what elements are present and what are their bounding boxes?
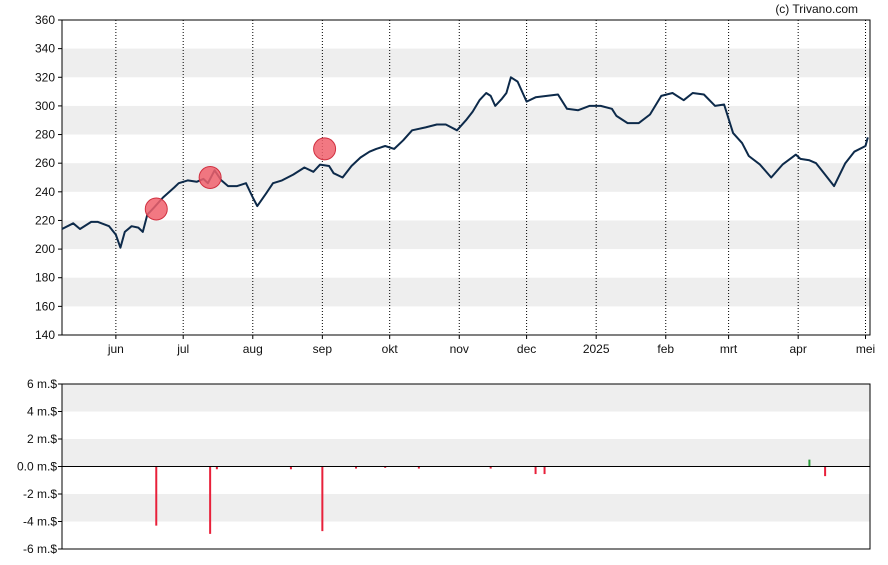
- y-tick-label: 220: [35, 213, 55, 227]
- x-tick-label: nov: [450, 342, 469, 356]
- volume-tick-label: 6 m.$: [27, 377, 57, 391]
- x-tick-label: 2025: [583, 342, 610, 356]
- x-tick-label: jun: [107, 342, 124, 356]
- transaction-markers: [144, 137, 337, 221]
- volume-tick-label: -4 m.$: [23, 515, 57, 529]
- transaction-marker: [198, 166, 222, 189]
- y-tick-label: 260: [35, 156, 55, 170]
- x-axis: jun jul aug sep okt nov dec 2025 feb mrt apr mei: [107, 335, 875, 356]
- volume-band: [62, 439, 870, 467]
- y-tick-label: 360: [35, 13, 55, 27]
- x-tick-label: dec: [517, 342, 536, 356]
- y-tick-label: 200: [35, 242, 55, 256]
- volume-plot-frame: [61, 383, 871, 550]
- x-tick-label: mei: [856, 342, 875, 356]
- y-tick-label: 240: [35, 185, 55, 199]
- price-band: [62, 163, 870, 192]
- y-tick-label: 180: [35, 271, 55, 285]
- x-tick-label: mrt: [720, 342, 738, 356]
- x-tick-label: aug: [243, 342, 263, 356]
- volume-band: [62, 494, 870, 522]
- y-tick-label: 140: [35, 328, 55, 342]
- x-tick-label: sep: [313, 342, 333, 356]
- price-band: [62, 48, 870, 78]
- price-y-axis: 140 160 180 200 220 240 260 280 300 320 340 360: [35, 13, 62, 342]
- volume-tick-label: -6 m.$: [23, 542, 57, 556]
- x-tick-label: feb: [657, 342, 674, 356]
- transaction-marker: [144, 197, 168, 221]
- volume-y-axis: 6 m.$ 4 m.$ 2 m.$ 0.0 m.$ -2 m.$ -4 m.$ -6 m.$: [17, 377, 62, 556]
- transaction-marker: [313, 137, 337, 161]
- price-plot-frame: [61, 19, 871, 336]
- y-tick-label: 280: [35, 128, 55, 142]
- volume-tick-label: -2 m.$: [23, 487, 57, 501]
- volume-tick-label: 4 m.$: [27, 405, 57, 419]
- credit-label: (c) Trivano.com: [775, 2, 858, 16]
- x-tick-label: okt: [382, 342, 399, 356]
- price-line: [61, 76, 869, 249]
- volume-band: [62, 384, 870, 412]
- volume-bars: [155, 459, 827, 534]
- y-tick-label: 300: [35, 99, 55, 113]
- price-grid-bands: [62, 48, 870, 307]
- price-band: [62, 220, 870, 250]
- y-tick-label: 320: [35, 70, 55, 84]
- price-series: [61, 76, 869, 249]
- volume-tick-label: 0.0 m.$: [17, 460, 57, 474]
- y-tick-label: 160: [35, 299, 55, 313]
- volume-tick-label: 2 m.$: [27, 432, 57, 446]
- volume-grid-bands: [62, 384, 870, 522]
- x-tick-label: apr: [790, 342, 807, 356]
- y-tick-label: 340: [35, 42, 55, 56]
- x-tick-label: jul: [176, 342, 189, 356]
- price-band: [62, 277, 870, 307]
